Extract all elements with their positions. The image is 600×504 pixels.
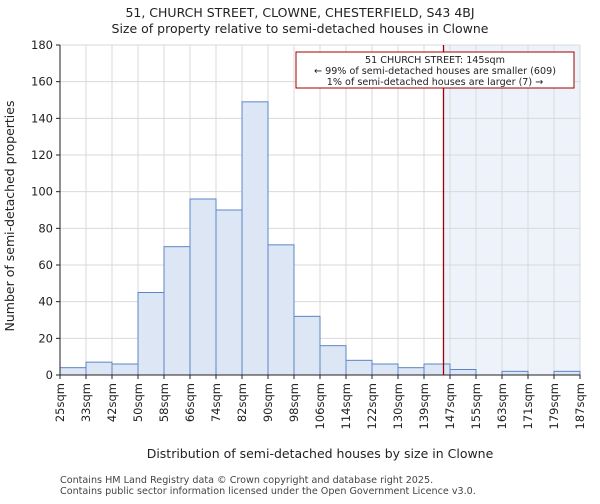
y-tick-label: 180	[31, 38, 53, 52]
x-tick-label: 114sqm	[339, 383, 353, 429]
histogram-bar	[553, 370, 581, 376]
x-tick-label: 106sqm	[313, 383, 327, 429]
histogram-bar	[163, 246, 191, 376]
histogram-bar	[319, 345, 347, 376]
x-tick-label: 82sqm	[235, 383, 249, 422]
histogram-bar	[241, 101, 269, 376]
x-tick-label: 66sqm	[183, 383, 197, 422]
x-tick-label: 155sqm	[469, 383, 483, 429]
x-tick-label: 33sqm	[79, 383, 93, 422]
x-tick-label: 58sqm	[157, 383, 171, 422]
x-tick-label: 25sqm	[53, 383, 67, 422]
x-tick-label: 163sqm	[495, 383, 509, 429]
y-tick-label: 0	[46, 368, 53, 382]
y-tick-label: 20	[38, 331, 53, 345]
x-tick-label: 74sqm	[209, 383, 223, 422]
histogram-bar	[215, 209, 243, 376]
x-tick-label: 139sqm	[417, 383, 431, 429]
histogram-bar	[137, 292, 165, 376]
x-tick-label: 130sqm	[391, 383, 405, 429]
annotation-line3: 1% of semi-detached houses are larger (7…	[327, 77, 544, 88]
plot-area: 0 20 40 60 80 100 120 140 160 180 25sqm 33sqm 42sqm 5…	[31, 38, 587, 429]
x-axis-label: Distribution of semi-detached houses by …	[147, 446, 494, 461]
histogram-bar	[345, 359, 373, 376]
footer-line2: Contains public sector information licen…	[60, 486, 476, 497]
x-tick-label: 98sqm	[287, 383, 301, 422]
histogram-bar	[423, 363, 451, 376]
chart-title-line1: 51, CHURCH STREET, CLOWNE, CHESTERFIELD,…	[125, 5, 474, 20]
x-tick-label: 90sqm	[261, 383, 275, 422]
annotation-line2: ← 99% of semi-detached houses are smalle…	[314, 66, 556, 77]
y-tick-label: 40	[38, 295, 53, 309]
histogram-bar	[85, 361, 113, 376]
x-tick-label: 147sqm	[443, 383, 457, 429]
histogram-bar	[267, 244, 295, 376]
y-tick-label: 160	[31, 75, 53, 89]
histogram-bar	[111, 363, 139, 376]
histogram-bar	[189, 198, 217, 376]
x-tick-label: 171sqm	[521, 383, 535, 429]
histogram-bar	[293, 315, 321, 376]
histogram-bar	[397, 367, 425, 376]
y-tick-label: 60	[38, 258, 53, 272]
histogram-bar	[501, 370, 529, 376]
footer-line1: Contains HM Land Registry data © Crown c…	[60, 475, 433, 486]
y-tick-label: 80	[38, 221, 53, 235]
y-axis-label: Number of semi-detached properties	[2, 101, 17, 332]
x-tick-label: 42sqm	[105, 383, 119, 422]
annotation-line1: 51 CHURCH STREET: 145sqm	[365, 55, 505, 66]
x-tick-label: 187sqm	[573, 383, 587, 429]
histogram-bar	[449, 369, 477, 376]
annotation-box	[295, 51, 575, 89]
larger-region-highlight	[443, 45, 580, 375]
histogram-bar	[59, 367, 87, 376]
y-tick-label: 100	[31, 185, 53, 199]
x-tick-label: 50sqm	[131, 383, 145, 422]
x-tick-label: 179sqm	[547, 383, 561, 429]
histogram-bar	[371, 363, 399, 376]
x-tick-label: 122sqm	[365, 383, 379, 429]
y-tick-label: 120	[31, 148, 53, 162]
y-tick-label: 140	[31, 111, 53, 125]
chart-title-line2: Size of property relative to semi-detach…	[112, 21, 489, 36]
